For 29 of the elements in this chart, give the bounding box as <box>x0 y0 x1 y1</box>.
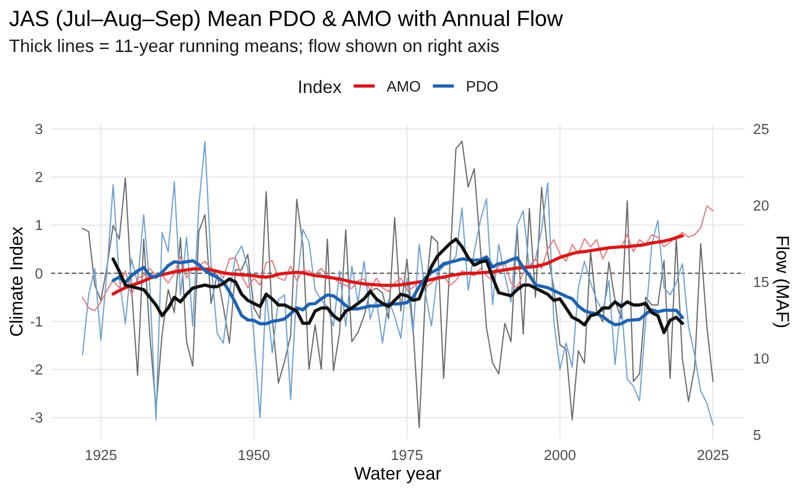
line-series <box>112 238 684 334</box>
legend-label: AMO <box>386 78 421 96</box>
y-tick-label: 0 <box>34 266 43 282</box>
x-tick-label: 1950 <box>238 448 270 464</box>
y-tick-label: 1 <box>34 218 43 234</box>
y2-tick-label: 25 <box>753 122 770 138</box>
line-series <box>82 205 714 312</box>
y-tick-label: -3 <box>30 410 43 427</box>
line-series <box>112 255 684 326</box>
legend-label: PDO <box>466 78 498 96</box>
y2-tick-label: 20 <box>753 198 770 214</box>
legend-title: Index <box>298 77 342 97</box>
line-series <box>112 234 684 296</box>
y2-axis-title: Flow (MAF) <box>772 235 792 328</box>
x-tick-label: 1975 <box>390 448 424 464</box>
y-tick-label: 3 <box>34 122 43 138</box>
y-axis-title: Climate Index <box>6 226 26 337</box>
x-tick-label: 1925 <box>84 448 118 464</box>
y-tick-label: -1 <box>30 314 43 330</box>
chart-title: JAS (Jul–Aug–Sep) Mean PDO & AMO with Annual Flow <box>9 6 564 31</box>
x-tick-label: 2000 <box>544 448 576 464</box>
y-tick-label: 2 <box>34 170 43 186</box>
y2-tick-label: 10 <box>753 352 770 368</box>
y-tick-label: -2 <box>30 362 43 378</box>
x-axis-title: Water year <box>354 464 442 484</box>
y2-tick-label: 5 <box>753 428 762 444</box>
x-tick-label: 2025 <box>696 448 730 464</box>
y2-tick-label: 15 <box>753 275 770 292</box>
chart-subtitle: Thick lines = 11-year running means; flow shown on right axis <box>9 36 500 56</box>
